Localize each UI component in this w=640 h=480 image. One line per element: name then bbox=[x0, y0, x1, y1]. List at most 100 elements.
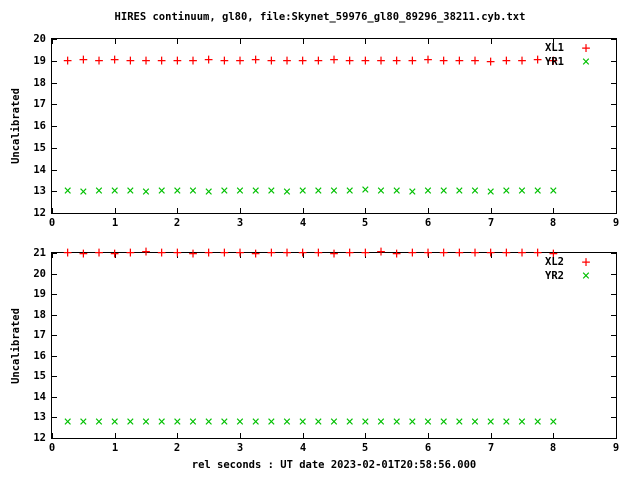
data-point-YR2: × bbox=[110, 413, 119, 430]
x-tick bbox=[240, 433, 241, 438]
data-point-XL2: + bbox=[376, 242, 386, 261]
y-tick bbox=[52, 294, 57, 295]
data-point-YR2: × bbox=[173, 413, 182, 430]
y-tick-mirror bbox=[611, 335, 616, 336]
data-point-YR2: × bbox=[408, 414, 417, 431]
x-tick-label: 6 bbox=[424, 442, 432, 454]
x-tick bbox=[177, 208, 178, 213]
y-tick bbox=[52, 376, 57, 377]
x-tick-label: 4 bbox=[299, 442, 307, 454]
x-tick bbox=[553, 208, 554, 213]
x-tick-label: 7 bbox=[487, 217, 495, 229]
data-point-YR1: × bbox=[549, 183, 558, 200]
data-point-XL1: + bbox=[439, 51, 449, 70]
data-point-XL2: + bbox=[63, 243, 73, 262]
x-tick-label: 3 bbox=[236, 217, 244, 229]
y-tick bbox=[52, 253, 57, 254]
y-tick-label: 15 bbox=[33, 370, 46, 382]
y-tick-mirror bbox=[611, 61, 616, 62]
data-point-XL2: + bbox=[517, 243, 527, 262]
data-point-YR2: × bbox=[298, 414, 307, 431]
data-point-YR1: × bbox=[392, 183, 401, 200]
y-tick-label: 16 bbox=[33, 350, 46, 362]
data-point-XL2: + bbox=[423, 243, 433, 262]
data-point-YR1: × bbox=[220, 183, 229, 200]
data-point-YR1: × bbox=[376, 183, 386, 200]
data-point-YR1: × bbox=[63, 183, 72, 200]
y-tick-label: 18 bbox=[33, 309, 46, 321]
x-tick-label: 0 bbox=[48, 217, 56, 229]
y-tick-label: 19 bbox=[33, 288, 46, 300]
y-tick bbox=[52, 315, 57, 316]
legend-marker-XL2: + bbox=[581, 252, 591, 271]
data-point-YR1: × bbox=[533, 183, 542, 200]
data-point-YR1: × bbox=[251, 183, 260, 200]
data-point-XL1: + bbox=[517, 51, 527, 70]
data-point-XL2: + bbox=[470, 243, 480, 262]
data-point-YR2: × bbox=[329, 413, 339, 430]
data-point-YR2: × bbox=[188, 414, 198, 431]
legend-entry-XL1: XL1 + bbox=[545, 38, 608, 57]
data-point-YR1: × bbox=[439, 183, 448, 200]
x-tick-label: 6 bbox=[424, 217, 432, 229]
data-point-XL1: + bbox=[78, 50, 88, 69]
legend: XL2 + YR2 × bbox=[545, 252, 608, 283]
y-tick-mirror bbox=[611, 104, 616, 105]
legend-label-YR2: YR2 bbox=[545, 270, 564, 282]
y-tick bbox=[52, 61, 57, 62]
y-tick-mirror bbox=[611, 274, 616, 275]
data-point-YR1: × bbox=[455, 183, 464, 200]
data-point-YR2: × bbox=[63, 413, 72, 430]
x-tick-mirror bbox=[115, 39, 116, 44]
data-point-XL2: + bbox=[125, 243, 135, 262]
data-point-YR2: × bbox=[267, 413, 276, 430]
x-tick-label: 9 bbox=[612, 217, 620, 229]
x-tick bbox=[303, 208, 304, 213]
data-point-XL1: + bbox=[470, 51, 480, 70]
x-tick bbox=[365, 208, 366, 213]
legend-marker-XL1: + bbox=[581, 38, 591, 57]
data-point-XL1: + bbox=[501, 51, 511, 70]
data-point-XL2: + bbox=[345, 243, 355, 262]
y-axis-label-container: Uncalibrated bbox=[8, 39, 24, 213]
data-point-YR1: × bbox=[94, 183, 104, 200]
y-tick-mirror bbox=[611, 191, 616, 192]
x-tick bbox=[365, 433, 366, 438]
legend: XL1 + YR1 × bbox=[545, 38, 608, 69]
data-point-YR2: × bbox=[439, 413, 448, 430]
data-point-YR2: × bbox=[314, 413, 323, 430]
data-point-YR2: × bbox=[141, 414, 151, 431]
y-tick-mirror bbox=[611, 315, 616, 316]
x-tick-mirror bbox=[616, 253, 617, 258]
data-point-YR2: × bbox=[533, 413, 542, 430]
y-tick bbox=[52, 356, 57, 357]
y-tick bbox=[52, 104, 57, 105]
x-tick bbox=[303, 433, 304, 438]
x-tick-mirror bbox=[553, 39, 554, 44]
data-point-XL1: + bbox=[454, 51, 464, 70]
data-point-YR2: × bbox=[470, 414, 480, 431]
data-point-XL1: + bbox=[125, 51, 135, 70]
data-point-XL1: + bbox=[157, 51, 167, 70]
data-point-XL2: + bbox=[329, 244, 339, 263]
y-axis-label: Uncalibrated bbox=[10, 88, 23, 164]
y-tick-label: 12 bbox=[33, 207, 46, 219]
x-tick bbox=[616, 208, 617, 213]
data-point-YR2: × bbox=[392, 413, 401, 430]
data-point-YR1: × bbox=[188, 182, 198, 199]
data-point-XL1: + bbox=[298, 51, 308, 70]
data-point-YR1: × bbox=[282, 183, 292, 200]
x-tick-label: 2 bbox=[173, 442, 181, 454]
data-point-YR2: × bbox=[204, 413, 213, 430]
data-point-YR2: × bbox=[126, 413, 135, 430]
data-point-XL1: + bbox=[360, 51, 370, 70]
x-tick-mirror bbox=[177, 39, 178, 44]
data-point-YR1: × bbox=[408, 183, 417, 200]
y-tick bbox=[52, 213, 57, 214]
x-tick-mirror bbox=[365, 253, 366, 258]
data-point-YR1: × bbox=[502, 183, 511, 200]
x-tick-mirror bbox=[491, 39, 492, 44]
y-tick-mirror bbox=[611, 417, 616, 418]
x-tick-mirror bbox=[52, 39, 53, 44]
